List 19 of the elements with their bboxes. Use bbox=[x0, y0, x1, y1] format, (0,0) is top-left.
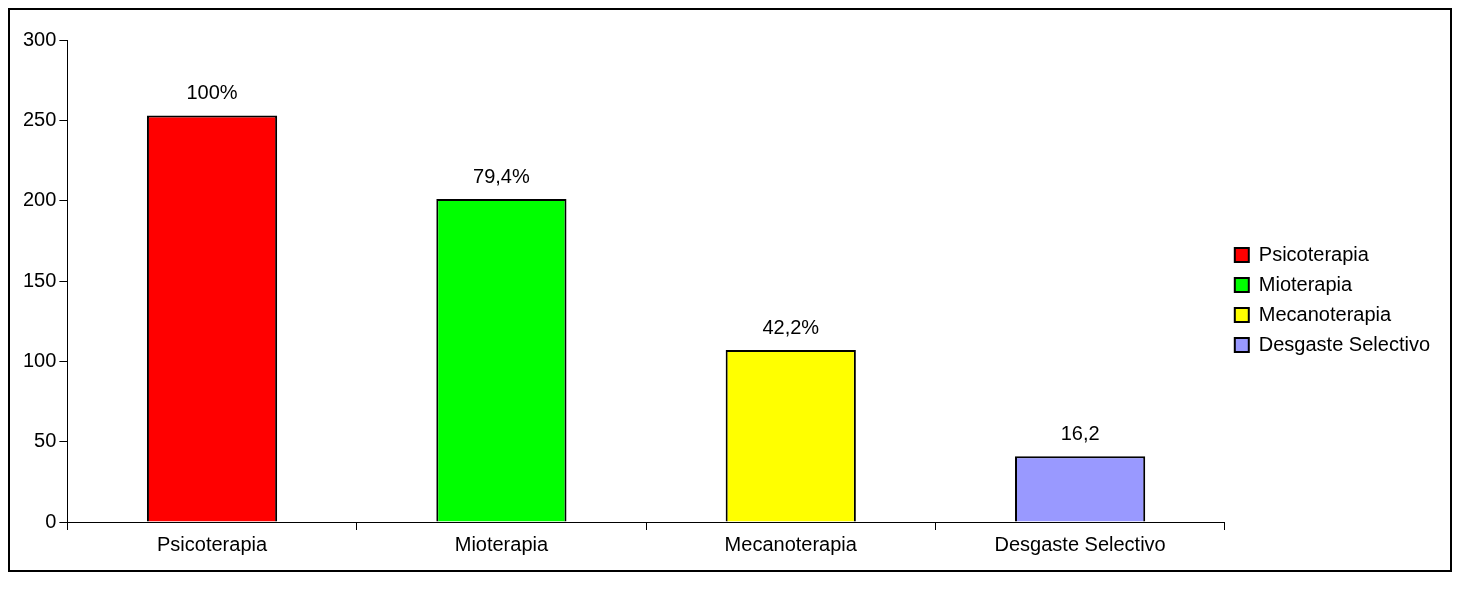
y-tick-label: 250 bbox=[22, 107, 57, 130]
y-tick-label: 150 bbox=[22, 268, 57, 291]
legend-label: Mioterapia bbox=[1258, 272, 1354, 295]
annotation: 16,2 bbox=[1060, 421, 1100, 444]
y-tick-label: 100 bbox=[22, 348, 57, 371]
y-tick-label: 200 bbox=[22, 188, 57, 211]
x-tick-label: Mioterapia bbox=[454, 532, 549, 555]
y-tick-label: 0 bbox=[45, 509, 57, 532]
y-tick-label: 50 bbox=[34, 429, 57, 452]
legend-label: Desgaste Selectivo bbox=[1258, 332, 1430, 355]
x-tick-label: Desgaste Selectivo bbox=[994, 532, 1166, 555]
x-tick-label: Mecanoterapia bbox=[724, 532, 858, 555]
legend-label: Mecanoterapia bbox=[1258, 302, 1392, 325]
annotation: 79,4% bbox=[473, 164, 530, 187]
y-tick-label: 300 bbox=[22, 27, 57, 50]
x-tick-label: Psicoterapia bbox=[157, 532, 268, 555]
annotation: 100% bbox=[186, 81, 238, 104]
legend-label: Psicoterapia bbox=[1258, 242, 1370, 265]
annotation: 42,2% bbox=[762, 315, 820, 338]
